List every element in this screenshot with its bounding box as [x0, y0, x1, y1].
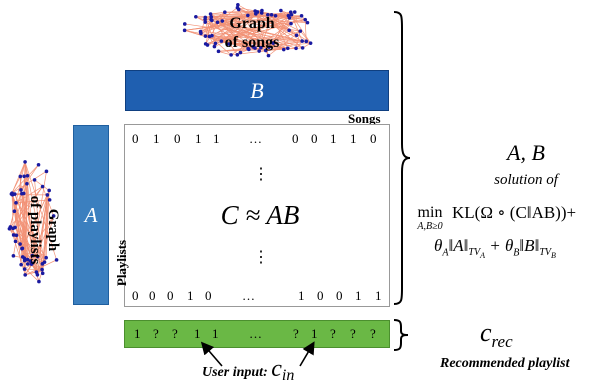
c-bottom-cell: 1	[375, 288, 382, 304]
graph-node	[14, 240, 18, 244]
c-bottom-cell: 0	[205, 288, 212, 304]
c-top-cell: 1	[350, 131, 357, 147]
graph-node	[37, 280, 41, 284]
graph-node	[300, 14, 304, 18]
c-bottom-cell: …	[242, 288, 255, 304]
c-top-cell: 0	[370, 131, 377, 147]
c-bottom-cell: 0	[149, 288, 156, 304]
graph-node	[19, 175, 23, 179]
graph-node	[306, 21, 310, 25]
small-brace	[392, 318, 412, 352]
c-rec-label: crec	[480, 318, 513, 352]
graph-node	[15, 233, 19, 237]
graph-node	[229, 53, 233, 57]
rec-cell: ?	[153, 326, 159, 342]
graph-node	[237, 8, 241, 12]
c-bottom-cell: 0	[336, 288, 343, 304]
playlists-graph-label: Graph of playlists	[22, 180, 62, 280]
c-bottom-cell: 0	[167, 288, 174, 304]
graph-node	[26, 174, 30, 178]
recommended-caption: Recommended playlist	[440, 356, 569, 372]
graph-node	[13, 192, 17, 196]
c-bottom-cell: 1	[355, 288, 362, 304]
graph-node	[22, 174, 26, 178]
graph-node	[204, 34, 208, 38]
graph-node	[13, 209, 17, 213]
graph-node	[303, 18, 307, 22]
songs-graph-label: Graph of songs	[212, 14, 292, 52]
matrix-b: B	[125, 70, 389, 111]
rec-cell: ?	[350, 326, 356, 342]
graph-node	[304, 40, 308, 44]
graph-node	[260, 9, 264, 13]
solution-subtitle: solution of	[470, 172, 582, 189]
user-input-label: User input: cin	[202, 356, 294, 385]
graph-node	[293, 10, 297, 14]
playlists-label: Playlists	[114, 233, 130, 293]
graph-node	[301, 46, 305, 50]
graph-node	[23, 160, 27, 164]
matrix-a-label: A	[85, 203, 98, 228]
graph-node	[14, 201, 18, 205]
graph-node	[208, 35, 212, 39]
solution-title: A, B	[470, 140, 582, 166]
c-vdots-lower: ⋮	[253, 250, 269, 266]
graph-node	[199, 30, 203, 34]
rec-cell: ?	[172, 326, 178, 342]
c-vdots-upper: ⋮	[253, 167, 269, 183]
c-top-cell: 1	[195, 131, 202, 147]
graph-node	[12, 254, 16, 258]
graph-node	[10, 192, 14, 196]
graph-node	[194, 15, 198, 19]
matrix-a: A	[73, 125, 109, 305]
graph-node	[295, 33, 299, 37]
c-top-cell: 0	[292, 131, 299, 147]
c-top-cell: 1	[153, 131, 160, 147]
rec-cell: 1	[134, 326, 141, 342]
c-top-cell: 1	[213, 131, 220, 147]
matrix-c-top-row: 0 1 0 1 1 … 0 0 1 1 0	[124, 131, 390, 149]
c-bottom-cell: 1	[298, 288, 305, 304]
rec-cell: ?	[370, 326, 376, 342]
solution-objective-line1: KL(Ω ∘ (C‖AB))+	[452, 203, 576, 223]
graph-node	[298, 29, 302, 33]
graph-node	[236, 53, 240, 57]
graph-node	[279, 9, 283, 13]
graph-node	[309, 41, 313, 45]
graph-node	[206, 43, 210, 47]
solution-objective-line2: θA‖A‖TVA + θB‖B‖TVB	[434, 236, 556, 260]
c-top-cell: 1	[330, 131, 337, 147]
c-top-cell: 0	[311, 131, 318, 147]
graph-node	[183, 29, 187, 33]
graph-node	[294, 47, 298, 51]
graph-node	[267, 54, 271, 58]
graph-node	[300, 39, 304, 43]
c-equation: C ≈ AB	[195, 200, 325, 231]
graph-node	[45, 170, 49, 174]
right-brace	[392, 8, 414, 308]
c-bottom-cell: 1	[187, 288, 194, 304]
graph-node	[183, 22, 187, 26]
c-top-cell: 0	[174, 131, 181, 147]
c-top-cell: 0	[132, 131, 139, 147]
matrix-c-bottom-row: 0 0 0 1 0 … 1 0 0 1 1	[124, 288, 390, 306]
graph-node	[203, 16, 207, 20]
c-top-cell: …	[249, 131, 262, 147]
graph-node	[37, 163, 41, 167]
solution-min: min A,B≥0	[410, 205, 450, 232]
graph-node	[13, 226, 17, 230]
c-bottom-cell: 0	[317, 288, 324, 304]
matrix-b-label: B	[250, 78, 263, 104]
c-bottom-cell: 0	[132, 288, 139, 304]
graph-node	[236, 3, 240, 7]
